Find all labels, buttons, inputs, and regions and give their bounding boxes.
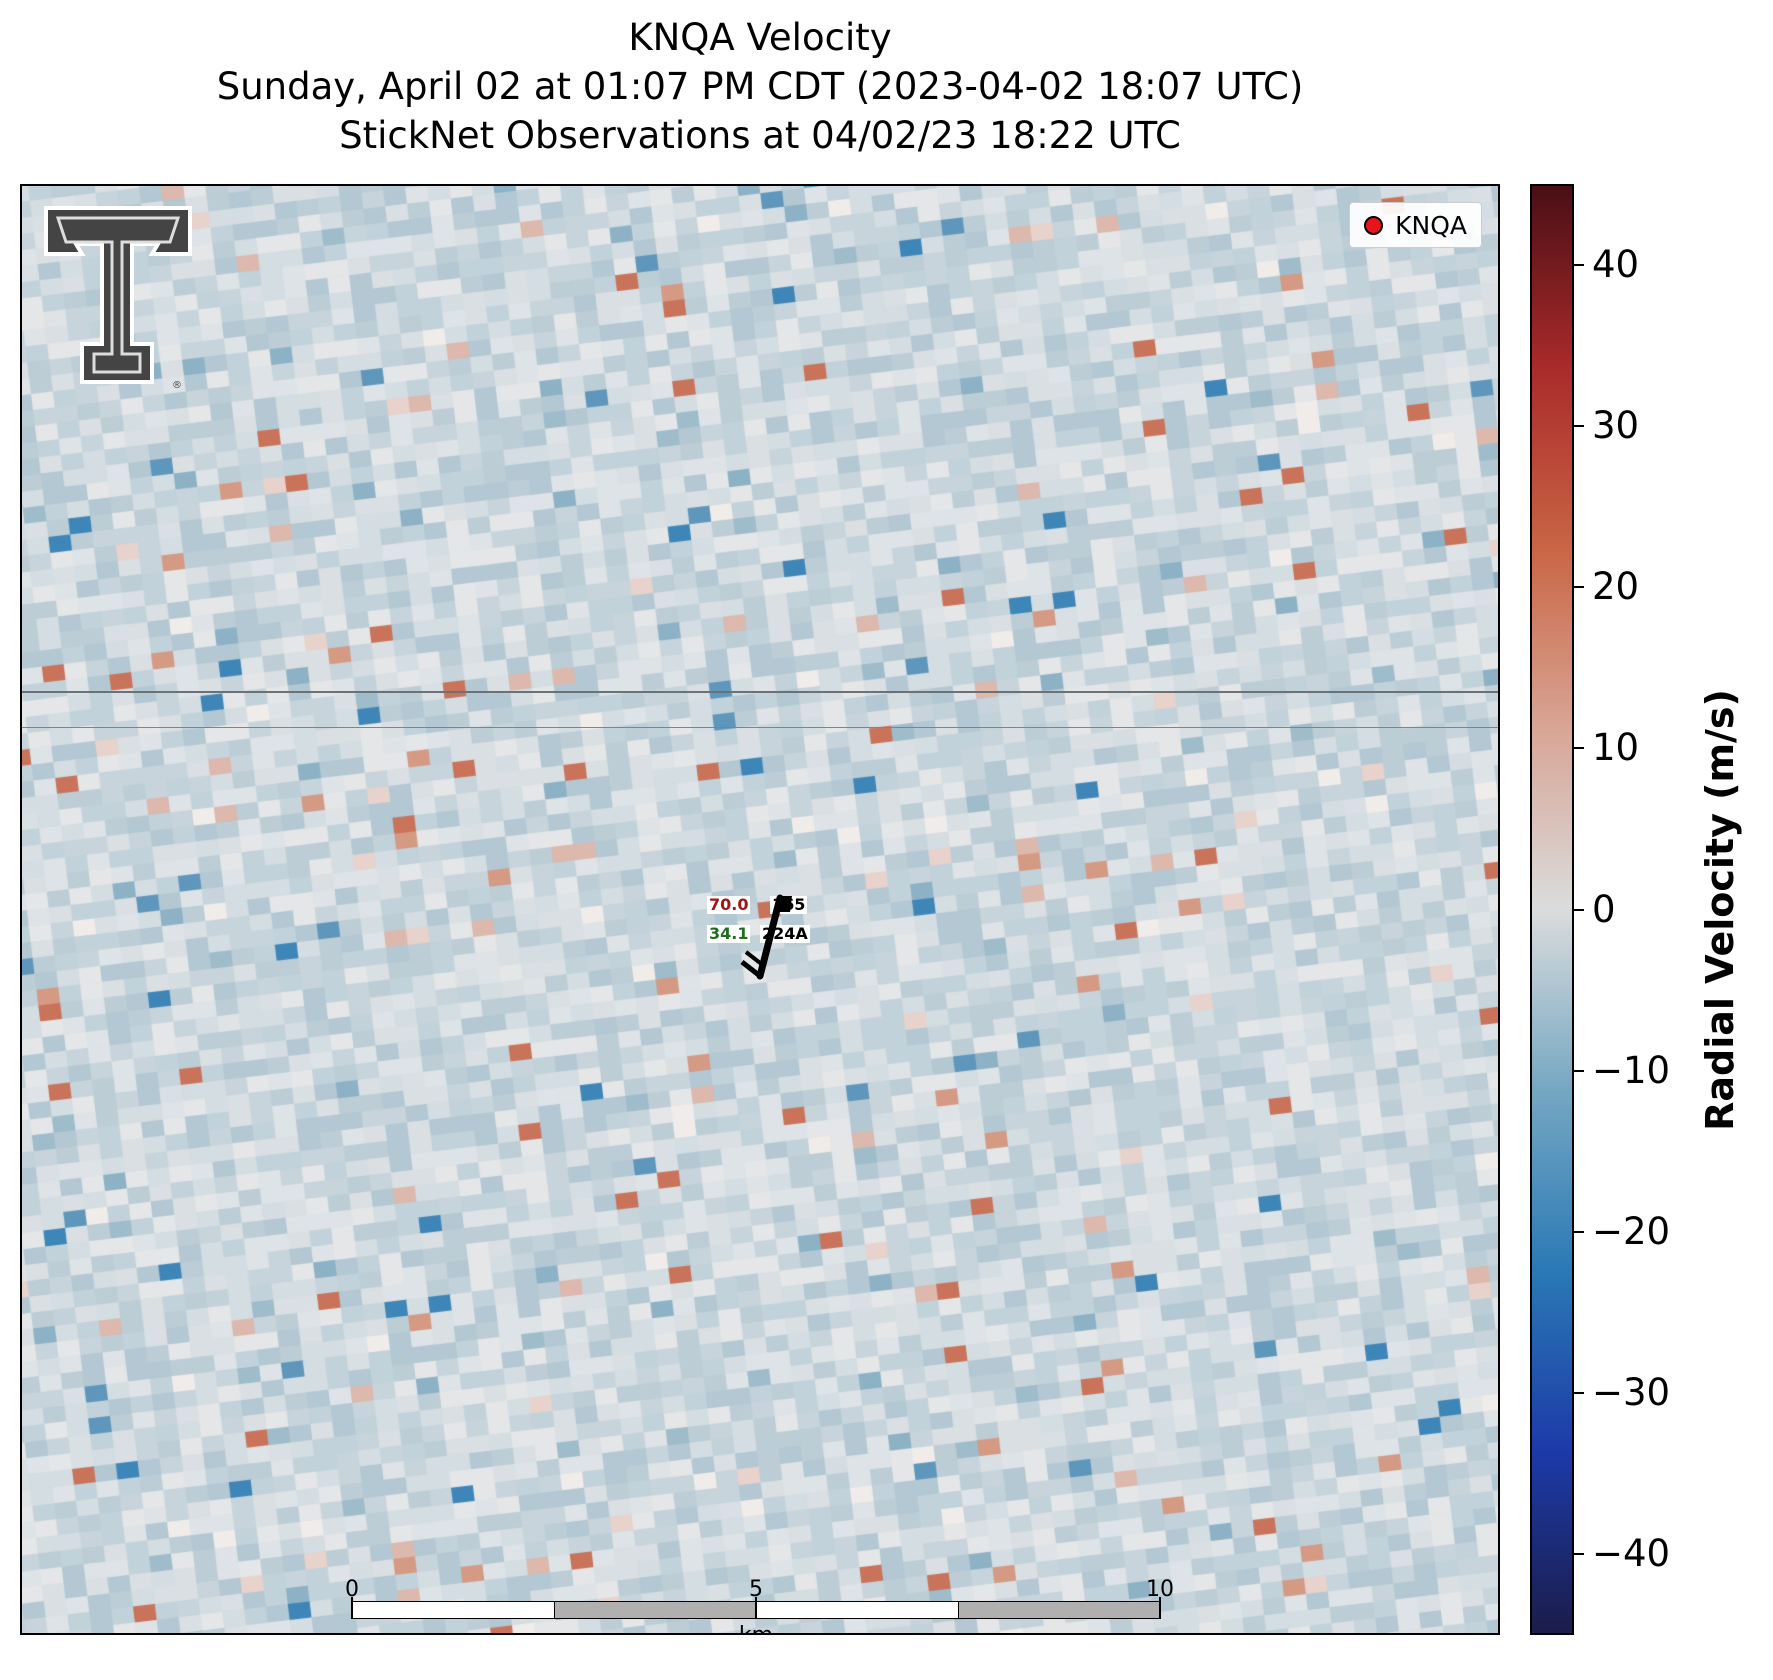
colorbar-tick-label: 30 (1592, 403, 1640, 447)
scale-bar-segment (554, 1601, 757, 1619)
scale-bar-segment (756, 1601, 959, 1619)
station-dewpoint: 34.1 (707, 924, 751, 943)
velocity-field (22, 186, 1498, 1633)
legend-label: KNQA (1395, 210, 1467, 240)
station-temperature: 70.0 (707, 895, 751, 914)
colorbar-tick-label: 20 (1592, 565, 1640, 609)
colorbar-tick (1574, 263, 1584, 266)
colorbar-tick (1574, 424, 1584, 427)
colorbar-tick-label: 10 (1592, 726, 1640, 770)
colorbar-tick-label: −30 (1592, 1371, 1671, 1415)
colorbar-tick-label: −40 (1592, 1532, 1671, 1576)
scale-bar-label-0: 0 (345, 1577, 359, 1602)
radar-map: ® KNQA 70.0 165 34.1 224A 0 5 10 km (20, 184, 1500, 1635)
colorbar-tick (1574, 747, 1584, 750)
scale-bar-tick (1159, 1597, 1161, 1619)
county-boundary-line (22, 691, 1498, 693)
radar-site-marker-icon (1364, 215, 1384, 235)
colorbar-tick (1574, 1230, 1584, 1233)
colorbar-tick (1574, 586, 1584, 589)
scale-bar-segment (958, 1601, 1161, 1619)
scale-bar: 0 5 10 km (345, 1571, 1202, 1633)
chart-subtitle-observations: StickNet Observations at 04/02/23 18:22 … (339, 114, 1181, 157)
colorbar-tick-label: 0 (1592, 887, 1616, 931)
scale-bar-label-10: 10 (1146, 1577, 1174, 1602)
colorbar-tick (1574, 1553, 1584, 1556)
scale-bar-label-5: 5 (749, 1577, 763, 1602)
colorbar-tick (1574, 1069, 1584, 1072)
scale-bar-unit: km (739, 1623, 773, 1633)
chart-title: KNQA Velocity (628, 16, 892, 59)
colorbar-tick (1574, 908, 1584, 911)
county-boundary-line-secondary (22, 727, 1498, 728)
colorbar-tick-label: −20 (1592, 1209, 1671, 1253)
wind-barb-icon (740, 894, 792, 980)
scale-bar-tick (351, 1597, 353, 1619)
chart-subtitle-time: Sunday, April 02 at 01:07 PM CDT (2023-0… (216, 65, 1304, 108)
colorbar-title: Radial Velocity (m/s) (1698, 689, 1742, 1131)
colorbar-tick-label: −10 (1592, 1048, 1671, 1092)
colorbar-tick-label: 40 (1592, 242, 1640, 286)
scale-bar-tick (755, 1597, 757, 1619)
colorbar-tick (1574, 1392, 1584, 1395)
svg-text:®: ® (172, 380, 182, 391)
colorbar (1530, 184, 1574, 1635)
texas-tech-double-t-logo: ® (44, 206, 192, 391)
scale-bar-segment (352, 1601, 555, 1619)
legend: KNQA (1349, 202, 1482, 248)
